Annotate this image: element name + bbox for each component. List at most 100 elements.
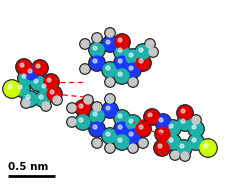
Circle shape (139, 59, 143, 63)
Circle shape (125, 128, 141, 144)
Circle shape (68, 118, 76, 126)
Circle shape (126, 129, 140, 143)
Circle shape (22, 74, 26, 78)
Circle shape (114, 68, 130, 84)
Circle shape (114, 110, 130, 126)
Circle shape (129, 132, 133, 136)
Circle shape (106, 132, 110, 136)
Circle shape (90, 43, 104, 57)
Circle shape (118, 138, 122, 142)
Circle shape (165, 134, 181, 150)
Circle shape (103, 129, 117, 143)
Circle shape (39, 81, 53, 95)
Circle shape (155, 126, 171, 142)
Circle shape (144, 109, 160, 125)
Circle shape (115, 56, 129, 70)
Circle shape (102, 62, 118, 78)
Circle shape (114, 34, 130, 50)
Circle shape (30, 75, 46, 91)
Circle shape (165, 120, 181, 136)
Circle shape (105, 94, 115, 104)
Circle shape (114, 44, 130, 60)
Circle shape (24, 65, 40, 81)
Circle shape (105, 77, 115, 87)
Circle shape (135, 44, 151, 60)
Circle shape (68, 104, 76, 112)
Circle shape (89, 42, 105, 58)
Circle shape (43, 74, 59, 90)
Circle shape (155, 114, 171, 130)
Circle shape (126, 63, 140, 77)
Circle shape (106, 95, 114, 103)
Circle shape (159, 130, 163, 134)
Circle shape (189, 122, 203, 136)
Circle shape (8, 84, 12, 89)
Circle shape (139, 139, 147, 147)
Circle shape (126, 50, 140, 64)
Circle shape (178, 116, 192, 130)
Circle shape (102, 128, 118, 144)
Circle shape (81, 40, 89, 48)
Circle shape (115, 45, 129, 59)
Circle shape (129, 53, 133, 57)
Circle shape (18, 70, 34, 86)
Circle shape (129, 66, 133, 70)
Circle shape (166, 135, 180, 149)
Circle shape (118, 125, 122, 129)
Circle shape (81, 65, 89, 73)
Circle shape (17, 60, 31, 74)
Circle shape (26, 95, 30, 99)
Circle shape (93, 125, 97, 129)
Circle shape (106, 29, 114, 37)
Circle shape (181, 152, 189, 160)
Circle shape (148, 47, 158, 57)
Circle shape (93, 46, 97, 50)
Circle shape (169, 138, 173, 142)
Circle shape (149, 48, 157, 56)
Circle shape (18, 85, 22, 89)
Circle shape (92, 33, 102, 43)
Circle shape (169, 124, 173, 128)
Circle shape (41, 101, 51, 111)
Circle shape (170, 150, 180, 160)
Circle shape (52, 95, 62, 105)
Circle shape (128, 77, 138, 87)
Circle shape (90, 109, 104, 123)
Circle shape (177, 105, 193, 121)
Circle shape (106, 66, 110, 70)
Circle shape (154, 140, 170, 156)
Circle shape (75, 100, 91, 116)
Circle shape (16, 59, 32, 75)
Circle shape (44, 75, 58, 89)
Circle shape (204, 143, 208, 148)
Circle shape (125, 115, 141, 131)
Circle shape (136, 45, 150, 59)
Circle shape (106, 40, 110, 44)
Circle shape (47, 87, 61, 101)
Circle shape (89, 121, 105, 137)
Circle shape (192, 138, 196, 142)
Circle shape (115, 111, 129, 125)
Circle shape (28, 69, 32, 73)
Circle shape (39, 95, 43, 99)
Circle shape (118, 114, 122, 118)
Circle shape (126, 116, 140, 130)
Circle shape (93, 139, 101, 147)
Circle shape (4, 81, 20, 97)
Circle shape (103, 103, 117, 117)
Circle shape (80, 39, 90, 49)
Circle shape (90, 56, 104, 70)
Circle shape (128, 143, 138, 153)
Circle shape (42, 84, 46, 88)
Circle shape (33, 61, 47, 75)
Circle shape (106, 78, 114, 86)
Circle shape (115, 135, 129, 149)
Circle shape (145, 39, 155, 49)
Circle shape (106, 144, 114, 152)
Circle shape (188, 121, 204, 137)
Circle shape (105, 28, 115, 38)
Circle shape (93, 59, 97, 63)
Circle shape (118, 72, 122, 76)
Circle shape (67, 103, 77, 113)
Circle shape (42, 102, 50, 110)
